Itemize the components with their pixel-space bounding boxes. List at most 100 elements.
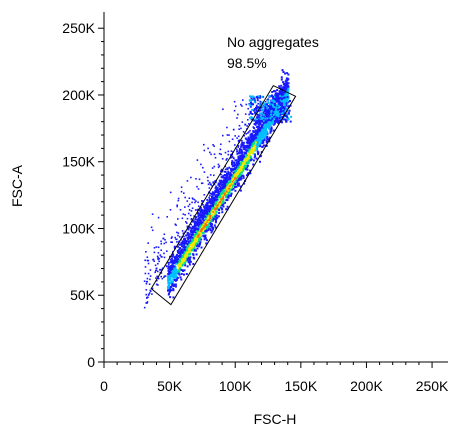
event-point: [231, 188, 234, 191]
event-point: [289, 100, 291, 102]
event-point: [260, 116, 263, 119]
event-point: [173, 261, 176, 264]
event-point: [200, 163, 202, 166]
event-point: [268, 137, 271, 140]
event-point: [186, 243, 189, 246]
event-point: [220, 188, 223, 191]
event-point: [207, 213, 210, 215]
event-point: [247, 162, 249, 165]
event-point: [184, 264, 187, 267]
event-point: [232, 177, 234, 180]
event-point: [206, 198, 209, 201]
event-point: [222, 108, 224, 110]
event-point: [183, 235, 185, 238]
event-point: [251, 108, 254, 111]
event-point: [195, 233, 197, 236]
event-point: [208, 208, 211, 211]
event-point: [204, 204, 207, 207]
event-point: [274, 104, 277, 107]
event-point: [237, 184, 240, 187]
event-point: [182, 213, 185, 215]
event-point: [263, 121, 266, 124]
event-point: [201, 182, 204, 184]
event-point: [260, 112, 263, 115]
event-point: [254, 112, 257, 115]
event-point: [271, 110, 274, 113]
event-point: [260, 106, 263, 109]
event-point: [210, 153, 212, 156]
event-point: [172, 287, 175, 290]
event-point: [197, 213, 199, 215]
event-point: [192, 242, 195, 245]
event-point: [168, 277, 171, 280]
event-point: [256, 99, 259, 102]
event-point: [206, 219, 209, 221]
event-point: [273, 103, 276, 106]
event-point: [149, 275, 152, 277]
event-point: [240, 127, 242, 130]
event-point: [195, 234, 198, 237]
event-point: [212, 226, 214, 229]
event-point: [265, 140, 268, 143]
event-point: [181, 230, 184, 232]
event-point: [261, 142, 264, 145]
event-point: [176, 260, 179, 263]
event-point: [266, 137, 269, 140]
event-point: [270, 119, 273, 122]
event-point: [169, 258, 172, 261]
event-point: [278, 90, 281, 93]
event-point: [271, 117, 274, 120]
event-point: [286, 98, 289, 101]
event-point: [219, 206, 222, 209]
event-point: [204, 210, 207, 213]
axes-layer: [103, 12, 448, 363]
event-point: [254, 147, 257, 149]
event-point: [174, 283, 177, 286]
event-point: [200, 182, 203, 185]
event-point: [278, 119, 281, 122]
event-point: [287, 82, 290, 85]
event-point: [184, 257, 187, 259]
event-point: [200, 238, 203, 241]
gate-layer[interactable]: No aggregates 98.5%: [150, 34, 319, 306]
event-point: [234, 170, 237, 173]
event-point: [275, 106, 278, 109]
event-point: [259, 119, 261, 122]
event-point: [242, 146, 245, 149]
event-point: [282, 102, 285, 105]
event-point: [273, 95, 276, 98]
event-point: [207, 220, 210, 223]
event-point: [284, 80, 287, 83]
event-point: [213, 165, 216, 168]
event-point: [181, 255, 184, 258]
event-point: [237, 163, 240, 166]
event-point: [160, 249, 162, 251]
event-point: [217, 215, 220, 218]
event-point: [189, 241, 192, 244]
event-point: [157, 277, 160, 280]
event-point: [216, 194, 219, 197]
event-point: [260, 109, 262, 112]
event-point: [256, 135, 259, 138]
event-point: [256, 119, 259, 122]
event-point: [171, 267, 174, 270]
event-point: [151, 287, 154, 290]
event-point: [156, 279, 158, 282]
event-point: [278, 100, 281, 103]
event-point: [265, 112, 268, 115]
event-point: [212, 216, 215, 219]
event-point: [284, 87, 287, 90]
event-point: [281, 121, 283, 124]
event-point: [250, 99, 253, 102]
event-point: [177, 197, 180, 200]
event-point: [206, 239, 208, 242]
event-point: [227, 178, 230, 181]
event-point: [215, 214, 218, 217]
event-point: [169, 278, 172, 281]
event-point: [249, 105, 252, 108]
event-point: [247, 172, 249, 175]
event-point: [224, 151, 227, 154]
event-point: [235, 179, 238, 182]
event-point: [203, 228, 206, 231]
event-point: [224, 201, 226, 204]
